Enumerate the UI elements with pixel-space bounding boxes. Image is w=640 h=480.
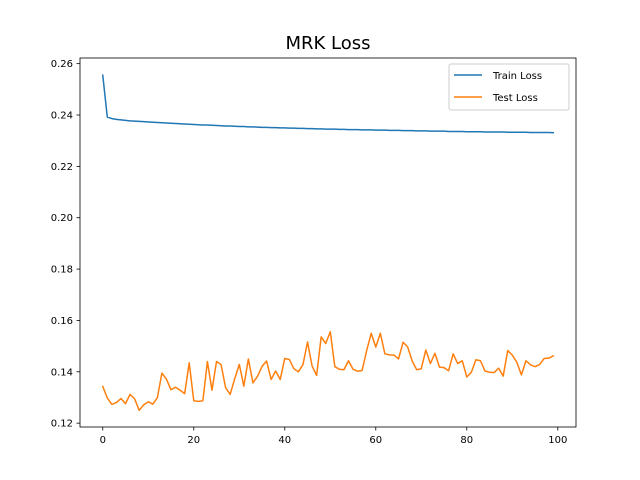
axes: 0 20 40 60 80 100 0.12 0.14 0.16 0.18 0.20 0.22 0.24… <box>51 57 577 446</box>
legend-label-0: Train Loss <box>492 71 542 82</box>
y-tick-label: 0.26 <box>51 59 73 70</box>
series-line-1 <box>101 330 555 412</box>
x-tick-label: 40 <box>278 435 291 446</box>
legend-label-1: Test Loss <box>492 93 538 104</box>
x-tick-label: 60 <box>369 435 382 446</box>
x-tick-label: 0 <box>100 435 106 446</box>
x-tick-label: 20 <box>187 435 200 446</box>
y-tick-label: 0.12 <box>51 419 73 430</box>
x-tick-label: 80 <box>460 435 473 446</box>
y-tick-label: 0.14 <box>51 367 73 378</box>
legend: Train Loss Test Loss <box>448 63 570 111</box>
y-tick-label: 0.22 <box>51 162 73 173</box>
y-tick-label: 0.24 <box>51 111 73 122</box>
y-tick-label: 0.16 <box>51 316 73 327</box>
y-tick-label: 0.20 <box>51 213 73 224</box>
chart-title: MRK Loss <box>285 33 370 54</box>
x-tick-label: 100 <box>548 435 567 446</box>
series-line-0 <box>101 74 555 134</box>
y-tick-label: 0.18 <box>51 265 73 276</box>
axes-frame <box>79 57 577 428</box>
plot-area <box>101 74 555 412</box>
